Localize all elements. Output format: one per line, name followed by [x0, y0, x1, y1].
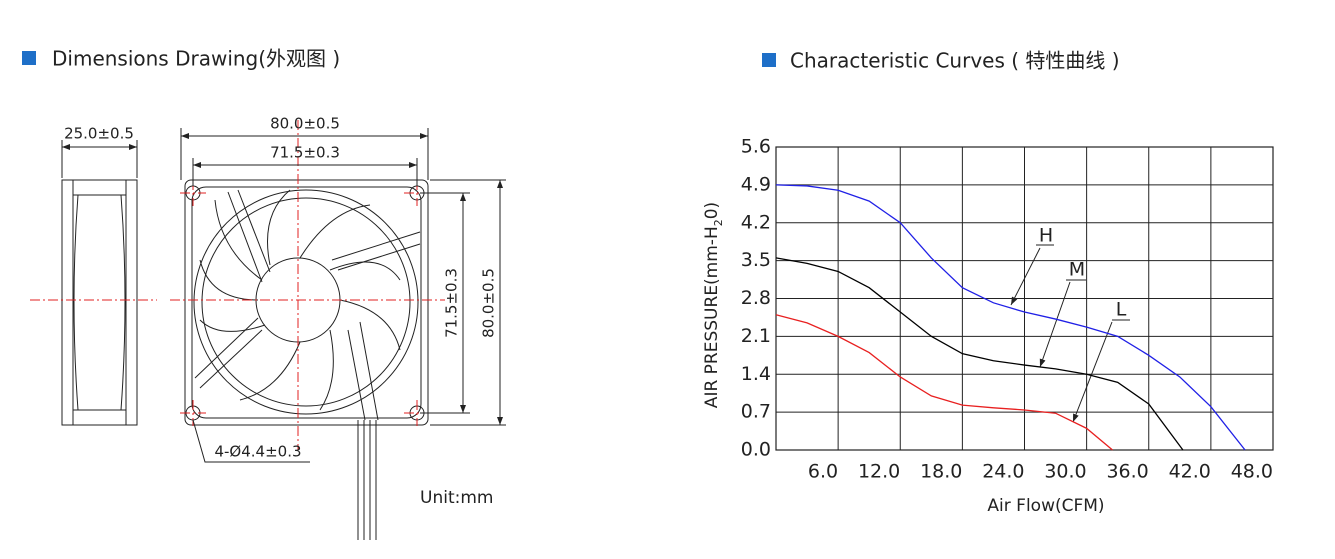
y-tick-label: 1.4	[741, 363, 771, 385]
x-tick-label: 6.0	[808, 461, 838, 483]
curve	[775, 184, 1246, 451]
curve	[775, 314, 1113, 451]
curve-label: L	[1116, 299, 1127, 321]
y-tick-label: 2.1	[741, 325, 771, 347]
y-axis-label: AIR PRESSURE(mm-H20)	[702, 202, 725, 408]
y-tick-label: 2.8	[741, 287, 771, 309]
dimension: 80.0±0.5	[480, 268, 498, 338]
x-tick-label: 36.0	[1106, 461, 1148, 483]
x-tick-label: 48.0	[1231, 461, 1273, 483]
x-tick-label: 30.0	[1044, 461, 1086, 483]
dimension: 25.0±0.5	[64, 125, 134, 143]
x-tick-label: 24.0	[982, 461, 1024, 483]
section-title: Dimensions Drawing(外观图 )	[52, 47, 340, 71]
dimension: 80.0±0.5	[270, 115, 340, 133]
x-tick-label: 12.0	[858, 461, 900, 483]
curve	[775, 257, 1184, 451]
x-axis-label: Air Flow(CFM)	[987, 496, 1104, 516]
unit-label: Unit:mm	[420, 488, 493, 508]
y-tick-label: 5.6	[741, 136, 771, 158]
y-tick-label: 0.0	[741, 439, 771, 461]
curve-label: M	[1069, 259, 1085, 281]
y-tick-label: 3.5	[741, 249, 771, 271]
y-tick-label: 4.9	[741, 173, 771, 195]
dimension: 71.5±0.3	[270, 144, 340, 162]
dimension: 71.5±0.3	[443, 268, 461, 338]
drawing: 25.0±0.5 80.0±0.5 71.5±0.3 71.5±	[30, 115, 506, 540]
y-tick-label: 0.7	[741, 401, 771, 423]
dimension: 4-Ø4.4±0.3	[214, 443, 301, 461]
curve-label: H	[1039, 225, 1053, 247]
y-tick-label: 4.2	[741, 211, 771, 233]
chart-title: Characteristic Curves ( 特性曲线 )	[790, 49, 1120, 73]
chart: Air Flow(CFM) AIR PRESSURE(mm-H20) 0.0 0.…	[702, 136, 1274, 516]
bullet	[762, 53, 776, 67]
x-tick-label: 18.0	[920, 461, 962, 483]
x-tick-label: 42.0	[1169, 461, 1211, 483]
bullet	[22, 51, 36, 65]
